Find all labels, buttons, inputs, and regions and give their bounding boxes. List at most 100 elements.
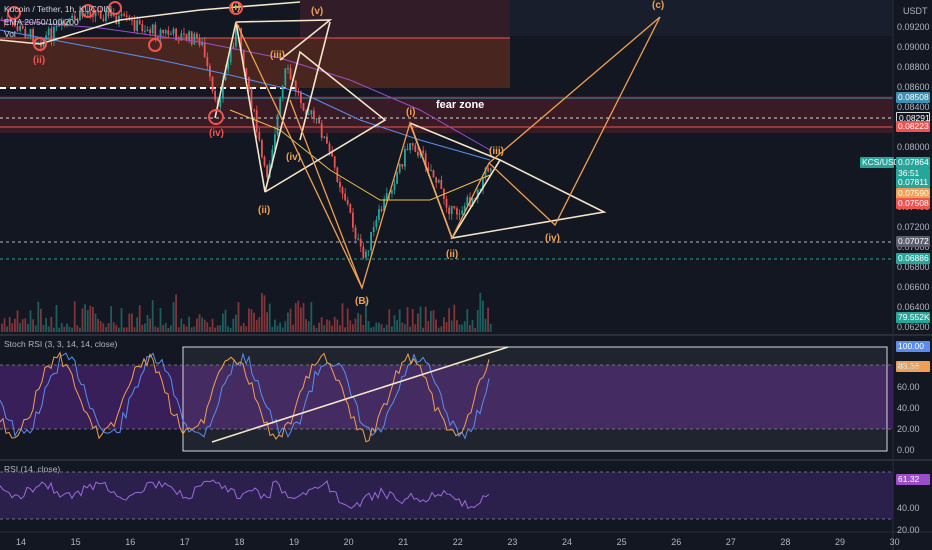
price-tick: 0.09000 [897,42,930,52]
volume-bar [326,319,328,332]
badge-level-08508: 0.08508 [896,92,930,103]
candle-body [404,149,406,167]
candle-body [427,167,430,172]
candle-body [219,98,222,107]
volume-bar [79,327,81,332]
volume-bar [440,326,443,332]
marker-circles [7,1,243,125]
rsi-title[interactable]: RSI (14, close) [4,464,61,474]
candle-body [435,177,437,183]
candle-body [370,231,372,251]
wave-label-iii-left: (iii) [270,50,285,61]
badge-countdown: 36:51 [896,168,930,179]
price-tick: 0.06400 [897,302,930,312]
volume-bar [409,326,411,332]
projection-lines[interactable] [235,16,661,290]
price-tick: 0.06600 [897,282,930,292]
candle-body [456,208,458,215]
candle-body [463,205,466,211]
candle-body [331,152,333,157]
candle-body [248,76,250,90]
candle-body [154,24,157,37]
volume-bar [242,322,245,332]
time-tick: 30 [889,537,900,547]
stoch-rsi-title[interactable]: Stoch RSI (3, 3, 14, 14, close) [4,339,118,349]
volume-bar [175,294,177,332]
volume-bar [131,313,133,332]
price-tick: 0.08400 [897,102,930,112]
volume-bar [367,321,370,332]
volume-bar [271,326,274,332]
volume-bar [216,325,219,332]
symbol-title[interactable]: Kucoin / Tether, 1h, KUCOIN [4,4,113,14]
time-tick: 14 [16,537,27,547]
volume-bar [6,326,8,332]
supply-zone-top [300,0,510,38]
volume-bar [214,327,216,332]
stoch-tick: 60.00 [897,382,920,392]
volume-bar [352,324,354,332]
volume-legend[interactable]: Vol [4,29,16,39]
candle-body [102,18,105,22]
candle-body [471,198,474,207]
candle-body [146,29,149,31]
volume-bar [469,325,471,332]
stoch-line [0,352,490,440]
candle-body [287,68,289,70]
volume-bar [378,322,380,332]
time-tick: 20 [343,537,354,547]
ema-legend[interactable]: EMA 20/50/100/200 [4,17,79,27]
volume-bar [336,319,339,332]
candle-body [162,29,164,34]
candle-body [94,10,97,17]
candle-body [354,227,357,239]
candle-body [294,80,297,92]
volume-bar [185,326,188,332]
rsi-tick: 20.00 [897,525,920,535]
candle-body [318,118,320,124]
candle-body [383,199,385,212]
volume-bar [66,323,68,332]
rsi-badge: 61.32 [896,474,930,485]
volume-bar [190,327,193,332]
price-axis-currency: USDT [903,6,928,16]
candle-body [16,26,19,31]
volume-bar [133,327,136,332]
candle-body [193,33,196,45]
wave-label-i-top: (i) [231,2,241,13]
candle-body [141,24,144,32]
price-tick: 0.06800 [897,262,930,272]
volume-bar [196,318,198,332]
time-tick: 24 [562,537,573,547]
volume-bar [198,314,201,332]
volume-bar [112,322,115,332]
volume-bar [29,310,32,332]
candle-body [97,10,99,12]
candle-body [466,197,469,206]
volume-bar [253,312,255,332]
price-tick: 0.09200 [897,22,930,32]
candle-body [245,68,248,77]
wave-label-B: (B) [355,296,369,307]
volume-bar [302,303,305,332]
candle-body [185,33,188,41]
badge-ema-c: 0.07508 [896,198,930,209]
volume-bar [258,317,261,332]
candle-body [190,31,193,45]
candle-body [297,91,300,93]
stoch-line [0,351,490,443]
volume-bar [105,327,107,332]
time-tick: 19 [289,537,300,547]
candle-body [76,19,79,21]
candle-body [196,33,198,38]
volume-bar [162,324,164,332]
volume-bar [448,308,450,332]
candle-body [45,35,47,40]
stoch-box[interactable] [182,346,888,452]
volume-bar [201,317,203,332]
volume-bar [37,301,40,332]
volume-bar [209,326,211,332]
volume-bar [328,320,331,332]
